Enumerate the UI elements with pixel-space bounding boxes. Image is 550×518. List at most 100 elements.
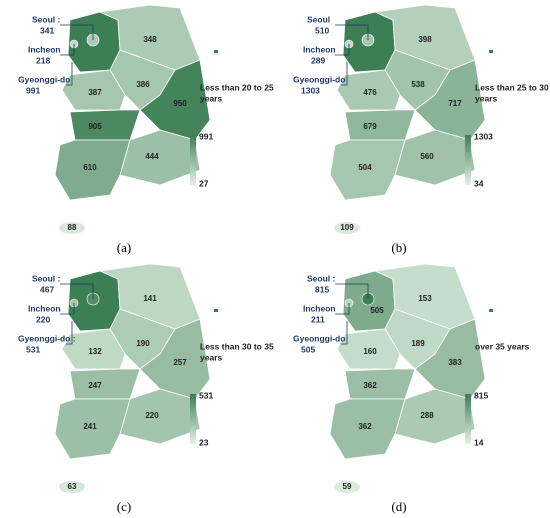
region (329, 398, 406, 460)
callout-value: 505 (301, 344, 315, 354)
legend-max: 815 (474, 390, 488, 400)
map-panel: 141 190 132 257 247 220 241 63 Seoul :467 Incheon… (18, 263, 274, 514)
legend-bar (190, 394, 196, 444)
callout-line (66, 321, 73, 345)
legend-bar (465, 394, 471, 444)
callout-value: 289 (311, 55, 325, 65)
region (344, 368, 416, 400)
callout-value: 991 (26, 85, 40, 95)
region-label: 160 (363, 347, 377, 356)
region (59, 481, 85, 493)
region-label: 950 (173, 99, 187, 108)
legend-title: over 35 years (475, 341, 530, 351)
region-label: 444 (145, 152, 159, 161)
callout-value: 218 (36, 55, 50, 65)
region-label: 132 (88, 347, 102, 356)
callout-line (341, 62, 348, 86)
region (69, 368, 141, 400)
legend-title: years (475, 93, 497, 103)
region-label: 59 (343, 482, 352, 491)
island (489, 50, 493, 53)
legend-title: Less than 25 to 30 (475, 82, 549, 92)
region (119, 129, 201, 186)
region-label: 905 (88, 122, 102, 131)
legend-title: years (200, 93, 222, 103)
callout-line (341, 321, 348, 345)
callout-name: Gyeonggi-do : (18, 333, 76, 343)
legend-min: 23 (199, 437, 209, 447)
region-label: 153 (418, 294, 432, 303)
region-label: 189 (411, 339, 425, 348)
region-label: 109 (340, 223, 354, 232)
region-label: 717 (448, 99, 462, 108)
legend-min: 27 (199, 178, 209, 188)
region (54, 139, 131, 201)
callout-line (335, 303, 350, 315)
callout-line (335, 44, 350, 56)
callout-name: Seoul : (307, 273, 336, 283)
callout-name: Seoul (307, 14, 330, 24)
callout-value: 211 (311, 314, 325, 324)
region-label: 362 (358, 422, 372, 431)
legend-title: Less than 30 to 35 (200, 341, 274, 351)
caption: (a) (117, 240, 131, 255)
callout-name: Incheon (303, 303, 336, 313)
region-label: 362 (363, 381, 377, 390)
region-label: 476 (363, 88, 377, 97)
region-label: 560 (420, 152, 434, 161)
region (344, 109, 416, 141)
map-panel: 348 386 387 950 905 444 610 88 Seoul :341 Incheon… (18, 4, 274, 255)
callout-value: 815 (315, 284, 329, 294)
callout-line (60, 283, 94, 299)
callout-line (335, 283, 369, 299)
region (54, 398, 131, 460)
region (394, 388, 476, 445)
callout-name: Incheon (28, 303, 61, 313)
legend-bar (465, 135, 471, 185)
legend-max: 991 (199, 131, 213, 141)
region-label: 190 (136, 339, 150, 348)
legend-min: 14 (474, 437, 484, 447)
caption: (b) (391, 240, 406, 255)
callout-line (60, 24, 94, 40)
caption: (c) (117, 499, 131, 514)
callout-value: 531 (26, 344, 40, 354)
legend-title: years (200, 352, 222, 362)
region-label: 257 (173, 358, 187, 367)
region-label: 679 (363, 122, 377, 131)
callout-name: Incheon (28, 44, 61, 54)
region-label: 386 (136, 80, 150, 89)
region-label: 220 (145, 411, 159, 420)
island (214, 50, 218, 53)
region (334, 222, 360, 234)
region-label: 505 (370, 306, 384, 315)
callout-line (335, 24, 369, 40)
region (329, 139, 406, 201)
legend-min: 34 (474, 178, 484, 188)
region-label: 383 (448, 358, 462, 367)
region-label: 348 (143, 35, 157, 44)
region (69, 109, 141, 141)
callout-name: Incheon (303, 44, 336, 54)
region (334, 481, 360, 493)
callout-name: Seoul : (32, 273, 61, 283)
region (119, 388, 201, 445)
region (394, 129, 476, 186)
region-label: 288 (420, 411, 434, 420)
region-label: 247 (88, 381, 102, 390)
callout-line (60, 303, 75, 315)
callout-line (66, 62, 73, 86)
legend-max: 531 (199, 390, 213, 400)
callout-name: Seoul : (32, 14, 61, 24)
callout-value: 220 (36, 314, 50, 324)
region-label: 63 (68, 482, 77, 491)
region (59, 222, 85, 234)
region-label: 88 (68, 223, 77, 232)
caption: (d) (391, 499, 406, 514)
region-label: 610 (83, 163, 97, 172)
region-label: 504 (358, 163, 372, 172)
region-label: 387 (88, 88, 102, 97)
island (489, 309, 493, 312)
callout-value: 341 (40, 25, 54, 35)
